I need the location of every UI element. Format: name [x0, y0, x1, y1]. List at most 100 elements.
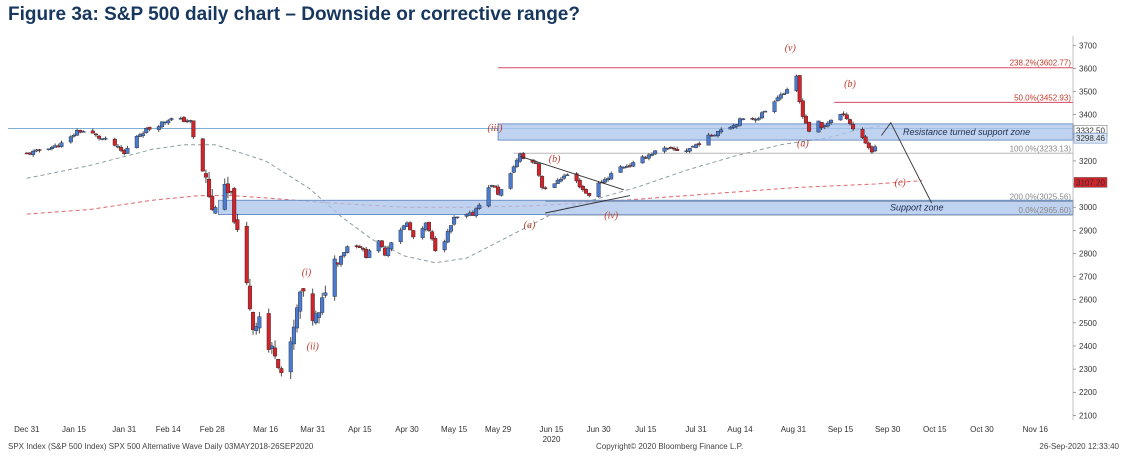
candle-body — [584, 189, 589, 194]
candle-body — [558, 178, 563, 182]
price-tag-label: 3298.46 — [1076, 134, 1105, 143]
candle-body — [706, 134, 711, 146]
candle-body — [552, 183, 557, 188]
x-tick-label: May 29 — [485, 425, 512, 434]
x-tick-label: Feb 28 — [200, 425, 225, 434]
wave-labels: (v) (b) (iii) (a) (b) (c) (a) (iv) (i) (ii) — [302, 43, 907, 353]
candle-body — [474, 208, 479, 217]
candle-body — [257, 316, 262, 329]
y-tick-label: 2100 — [1079, 411, 1097, 420]
candle-body — [313, 313, 318, 324]
candle-body — [797, 75, 802, 103]
candle-body — [731, 124, 736, 128]
x-tick-label: Feb 14 — [156, 425, 181, 434]
candle-body — [499, 189, 504, 196]
x-tick-label: Mar 31 — [300, 425, 325, 434]
price-tag-box — [1073, 177, 1108, 188]
candle-body — [803, 115, 808, 124]
x-tick-label: Jun 30 — [587, 425, 612, 434]
fib-label: 0.0%(2965.60) — [1019, 206, 1072, 215]
x-tick-label: Aug 31 — [781, 425, 807, 434]
candle-body — [166, 120, 171, 124]
candle-body — [785, 89, 790, 94]
candle-body — [291, 326, 296, 345]
candle-body — [31, 150, 36, 155]
candle-body — [781, 93, 786, 95]
candle-body — [273, 347, 278, 357]
footer-source: SPX Index (S&P 500 Index) SPX 500 Altern… — [8, 442, 314, 451]
candle-body — [203, 173, 208, 178]
y-tick-label: 3000 — [1079, 203, 1097, 212]
candle-body — [675, 148, 680, 151]
candle-body — [90, 130, 95, 134]
wave-label: (a) — [797, 139, 809, 150]
x-tick-label: Jan 31 — [112, 425, 137, 434]
candle-body — [577, 179, 582, 188]
x-tick-label: Jun 15 — [539, 425, 564, 434]
candle-body — [580, 186, 585, 190]
candle-body — [602, 179, 607, 183]
y-tick-label: 2200 — [1079, 388, 1097, 397]
candle-body — [486, 187, 491, 207]
y-tick-label: 2400 — [1079, 342, 1097, 351]
moving-averages — [26, 125, 923, 264]
candle-body — [624, 166, 629, 168]
fib-label: 50.0%(3452.93) — [1014, 93, 1071, 102]
candle-body — [411, 230, 416, 238]
candle-body — [144, 128, 149, 133]
candle-body — [119, 146, 124, 151]
wave-label: (v) — [785, 43, 797, 54]
candle-body — [825, 122, 830, 127]
candle-body — [386, 247, 391, 257]
candle-body — [448, 225, 453, 232]
candlestick-chart: Resistance turned support zone Support zo… — [8, 36, 1108, 444]
candle-body — [426, 221, 431, 231]
y-tick-label: 2500 — [1079, 319, 1097, 328]
x-tick-label: Aug 14 — [727, 425, 753, 434]
candle-body — [631, 162, 636, 167]
moving-average-fast — [26, 125, 882, 264]
candle-body — [719, 129, 724, 133]
candle-body — [361, 248, 366, 250]
candle-body — [288, 341, 293, 373]
x-tick-label: Sep 30 — [875, 425, 901, 434]
candle-body — [93, 133, 98, 136]
candle-body — [838, 114, 843, 121]
x-tick-label: Apr 15 — [348, 425, 372, 434]
candle-body — [653, 150, 658, 155]
candle-body — [345, 246, 350, 253]
candle-body — [646, 154, 651, 159]
x-tick-label: Nov 16 — [1023, 425, 1049, 434]
candle-body — [477, 204, 482, 209]
candle-body — [687, 148, 692, 152]
candle-body — [775, 97, 780, 102]
candle-body — [562, 175, 567, 179]
wave-label: (iii) — [487, 123, 503, 134]
candle-body — [763, 110, 768, 113]
y-tick-label: 3500 — [1079, 88, 1097, 97]
candle-body — [147, 126, 152, 130]
y-tick-label: 2600 — [1079, 296, 1097, 305]
candle-body — [574, 173, 579, 182]
y-tick-label: 2900 — [1079, 226, 1097, 235]
candle-body — [112, 138, 117, 146]
candle-body — [778, 94, 783, 99]
candle-body — [310, 293, 315, 321]
candle-body — [207, 178, 212, 197]
candle-body — [609, 173, 614, 180]
candle-body — [301, 288, 306, 292]
candle-body — [279, 368, 284, 373]
zone-label: Support zone — [890, 202, 944, 212]
candle-body — [332, 258, 337, 297]
candle-body — [71, 134, 76, 137]
candle-body — [37, 149, 42, 151]
candle-body — [847, 119, 852, 124]
candle-body — [844, 114, 849, 120]
y-tick-label: 2800 — [1079, 249, 1097, 258]
candle-body — [750, 117, 755, 120]
y-tick-label: 3200 — [1079, 157, 1097, 166]
candle-body — [433, 238, 438, 251]
fib-label: 238.2%(3602.77) — [1010, 59, 1072, 68]
candle-body — [125, 147, 130, 154]
